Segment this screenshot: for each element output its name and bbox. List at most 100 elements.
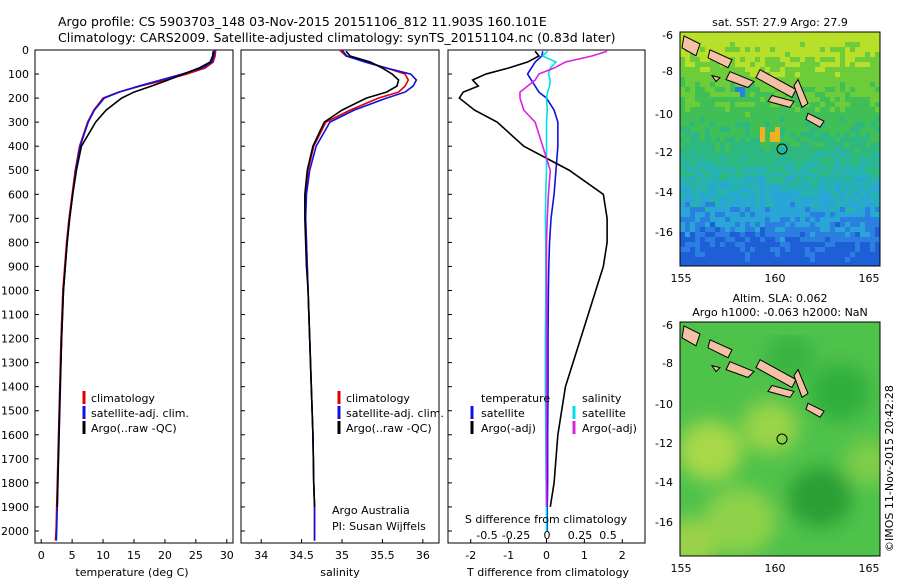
sst-cell xyxy=(825,167,830,172)
sst-cell xyxy=(815,247,820,252)
sst-cell xyxy=(820,232,825,237)
sst-cell xyxy=(865,232,870,237)
sst-cell xyxy=(770,212,775,217)
sst-cell xyxy=(815,72,820,77)
sst-cell xyxy=(720,87,725,92)
sst-cell xyxy=(690,142,695,147)
sst-cell xyxy=(805,157,810,162)
sst-cell xyxy=(755,242,760,247)
sst-cell xyxy=(875,202,880,207)
argo-float-marker xyxy=(776,143,788,155)
sst-cell xyxy=(680,197,685,202)
depth-tick-label: 1500 xyxy=(1,405,29,418)
temperature-x-axis: 0 5 10 15 20 25 30 xyxy=(38,539,234,562)
sst-cell xyxy=(765,147,770,152)
sst-cell xyxy=(840,182,845,187)
sst-cell xyxy=(845,172,850,177)
sst-cell xyxy=(690,222,695,227)
sst-cell xyxy=(845,237,850,242)
sst-cell xyxy=(810,207,815,212)
sst-cell xyxy=(860,142,865,147)
sst-cell xyxy=(735,207,740,212)
sst-cell xyxy=(810,67,815,72)
sst-cell xyxy=(835,97,840,102)
sst-cell xyxy=(715,47,720,52)
sla-anomaly xyxy=(788,467,852,528)
sst-cell xyxy=(860,222,865,227)
sst-cell xyxy=(845,162,850,167)
sst-cell xyxy=(860,212,865,217)
sst-cell xyxy=(725,157,730,162)
sst-cell xyxy=(710,187,715,192)
sst-cell xyxy=(830,247,835,252)
difference-legend: temperature satellite Argo(-adj) salinit… xyxy=(470,392,637,435)
sst-cell xyxy=(785,197,790,202)
lon-tick: 155 xyxy=(671,272,692,285)
sst-cell xyxy=(695,97,700,102)
sst-cell xyxy=(735,62,740,67)
sst-cell xyxy=(875,177,880,182)
sst-cell xyxy=(830,147,835,152)
difference-series xyxy=(458,50,608,531)
sst-cell xyxy=(765,252,770,257)
sst-cell xyxy=(750,137,755,142)
sst-cell xyxy=(770,247,775,252)
sst-cell xyxy=(705,87,710,92)
sst-cell xyxy=(835,92,840,97)
sst-cell xyxy=(785,77,790,82)
sst-cell xyxy=(740,52,745,57)
sst-cell xyxy=(855,147,860,152)
sst-cell xyxy=(800,167,805,172)
sst-cell xyxy=(785,32,790,37)
sst-cell xyxy=(875,57,880,62)
sst-cell xyxy=(755,77,760,82)
sst-cell xyxy=(875,67,880,72)
sst-cell xyxy=(795,157,800,162)
sst-cell xyxy=(770,132,775,137)
sst-cell xyxy=(795,192,800,197)
sst-cell xyxy=(720,67,725,72)
sst-cell xyxy=(790,147,795,152)
sst-cell xyxy=(860,52,865,57)
sst-cell xyxy=(840,187,845,192)
sst-cell xyxy=(700,87,705,92)
sst-cell xyxy=(770,92,775,97)
sst-cell xyxy=(825,177,830,182)
sst-cell xyxy=(735,127,740,132)
sst-cell xyxy=(705,247,710,252)
sst-cell xyxy=(740,137,745,142)
sst-cell xyxy=(840,142,845,147)
sst-cell xyxy=(720,257,725,262)
sst-cell xyxy=(690,262,695,266)
sst-cell xyxy=(820,132,825,137)
sst-cell xyxy=(805,192,810,197)
sst-cell xyxy=(685,122,690,127)
sst-cell xyxy=(805,142,810,147)
sst-cell xyxy=(755,32,760,37)
sst-cell xyxy=(680,247,685,252)
sst-cell xyxy=(830,77,835,82)
sst-cell xyxy=(845,167,850,172)
sst-cell xyxy=(720,192,725,197)
sst-cell xyxy=(785,237,790,242)
sst-cell xyxy=(700,72,705,77)
sst-cell xyxy=(690,242,695,247)
sst-cell xyxy=(725,127,730,132)
depth-tick-label: 1100 xyxy=(1,309,29,322)
sst-cell xyxy=(740,252,745,257)
sst-cell xyxy=(760,137,765,142)
sst-cell xyxy=(865,157,870,162)
lat-tick: -16 xyxy=(655,516,673,529)
sst-cell xyxy=(870,92,875,97)
sst-cell xyxy=(680,137,685,142)
sst-cell xyxy=(840,37,845,42)
sst-cell xyxy=(875,242,880,247)
island-shape xyxy=(755,358,797,389)
sst-cell xyxy=(750,122,755,127)
sst-cell xyxy=(780,62,785,67)
sst-cell xyxy=(755,137,760,142)
sst-cell xyxy=(825,107,830,112)
sst-cell xyxy=(865,177,870,182)
sst-cell xyxy=(770,232,775,237)
sst-cell xyxy=(780,117,785,122)
